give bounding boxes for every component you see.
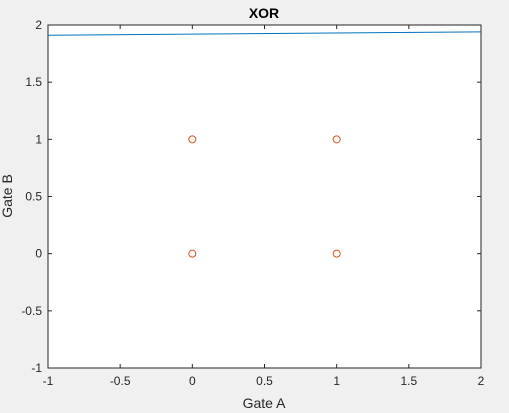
x-tick-label: -1	[43, 374, 54, 388]
x-tick-label: 2	[478, 374, 485, 388]
y-tick-label: 0	[35, 247, 42, 261]
decision-boundary-line	[47, 31, 482, 36]
series-layer	[47, 31, 482, 258]
y-axis-title: Gate B	[0, 174, 15, 218]
y-axis-ticks: -1 -0.5 0 0.5 1 1.5 2	[21, 18, 481, 375]
data-point	[188, 135, 197, 144]
x-tick-label: 0	[189, 374, 196, 388]
data-point	[332, 135, 341, 144]
x-tick-label: 1	[333, 374, 340, 388]
data-point	[332, 249, 341, 258]
x-tick-label: 0.5	[256, 374, 273, 388]
x-tick-label: -0.5	[110, 374, 131, 388]
x-tick-label: 1.5	[400, 374, 417, 388]
y-tick-label: 2	[35, 18, 42, 32]
x-axis-ticks: -1 -0.5 0 0.5 1 1.5 2	[43, 25, 485, 388]
x-axis-title: Gate A	[243, 395, 286, 411]
y-tick-label: 1.5	[25, 75, 42, 89]
y-tick-label: 0.5	[25, 190, 42, 204]
y-tick-label: -1	[31, 361, 42, 375]
plot-area	[47, 24, 482, 369]
chart-title: XOR	[249, 5, 279, 21]
data-point	[188, 249, 197, 258]
y-tick-label: -0.5	[21, 304, 42, 318]
y-tick-label: 1	[35, 132, 42, 146]
